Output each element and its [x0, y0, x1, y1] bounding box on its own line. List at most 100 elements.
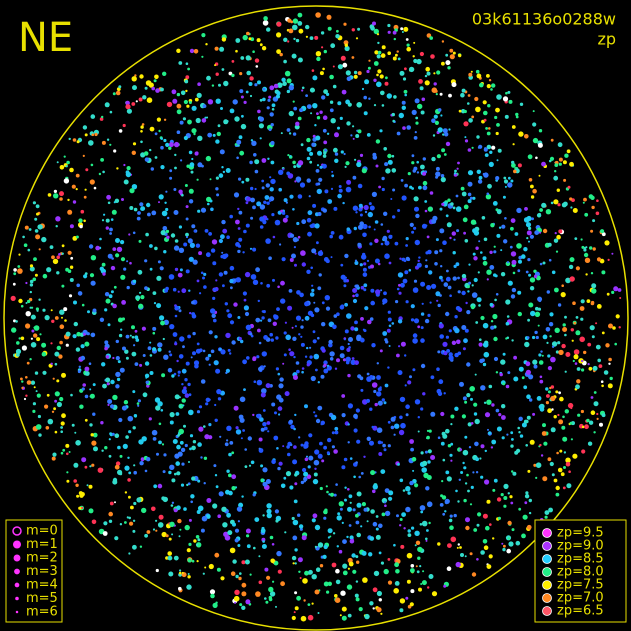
star [370, 264, 374, 269]
star [449, 48, 454, 53]
star [581, 425, 585, 429]
star [235, 49, 238, 53]
star [467, 290, 470, 293]
star [425, 224, 428, 227]
star [474, 96, 479, 102]
star [44, 315, 50, 321]
star [116, 377, 121, 382]
star [291, 555, 297, 561]
star [433, 114, 438, 119]
star [572, 359, 575, 363]
star [590, 300, 595, 305]
star [243, 100, 247, 104]
star [315, 368, 318, 372]
star [423, 472, 429, 479]
star [412, 333, 418, 338]
star [440, 174, 445, 178]
star [396, 353, 400, 358]
star [184, 524, 190, 531]
star [117, 317, 123, 323]
star [168, 571, 174, 577]
star [372, 152, 377, 157]
star [353, 413, 358, 419]
star [155, 519, 158, 522]
star [378, 598, 382, 602]
star [269, 332, 274, 337]
star [231, 451, 235, 455]
star [168, 146, 172, 150]
star [338, 234, 344, 240]
star [137, 211, 141, 215]
star [440, 279, 444, 282]
star [458, 478, 461, 481]
star [185, 235, 189, 239]
star [510, 431, 514, 435]
star [456, 229, 460, 233]
star [583, 252, 589, 258]
star [333, 206, 338, 211]
star [187, 575, 191, 579]
star [125, 435, 129, 439]
legend-symbol [14, 582, 20, 588]
star [256, 413, 260, 418]
star [414, 206, 419, 212]
star [244, 559, 250, 565]
star [367, 211, 373, 218]
star [387, 153, 392, 159]
star [334, 430, 339, 435]
star [292, 100, 295, 103]
star [527, 258, 531, 262]
star [280, 132, 283, 135]
star [516, 243, 522, 249]
star [341, 615, 347, 621]
star [123, 400, 129, 405]
star [388, 345, 391, 347]
star [584, 212, 589, 217]
star [106, 194, 111, 200]
star [266, 27, 271, 32]
star [101, 449, 104, 452]
star [240, 339, 244, 344]
star [152, 437, 157, 441]
star [254, 517, 260, 522]
star [102, 170, 105, 174]
star [608, 357, 612, 362]
star [462, 396, 467, 401]
star [305, 24, 310, 30]
star [547, 457, 552, 462]
star [450, 202, 454, 206]
star [475, 69, 480, 74]
star [266, 106, 270, 110]
star [172, 439, 178, 444]
star [84, 394, 89, 399]
star [494, 115, 498, 120]
star [558, 157, 563, 162]
star [377, 69, 382, 74]
star [319, 564, 324, 568]
star [190, 170, 194, 174]
star [239, 396, 246, 403]
star [84, 341, 90, 347]
star [555, 485, 560, 491]
star [210, 349, 215, 354]
star [223, 270, 228, 275]
star [237, 520, 240, 523]
star [134, 335, 139, 340]
star [75, 483, 79, 487]
star [245, 599, 251, 605]
star [69, 167, 74, 173]
star [463, 231, 466, 235]
star [369, 24, 375, 29]
star [590, 396, 594, 399]
star [157, 260, 161, 264]
star [422, 180, 428, 186]
star [297, 116, 302, 121]
star [171, 374, 175, 378]
star [160, 137, 163, 140]
star [619, 297, 622, 299]
star [435, 175, 439, 179]
star [319, 441, 323, 446]
star [289, 258, 294, 262]
star [38, 248, 41, 251]
star [294, 325, 297, 328]
